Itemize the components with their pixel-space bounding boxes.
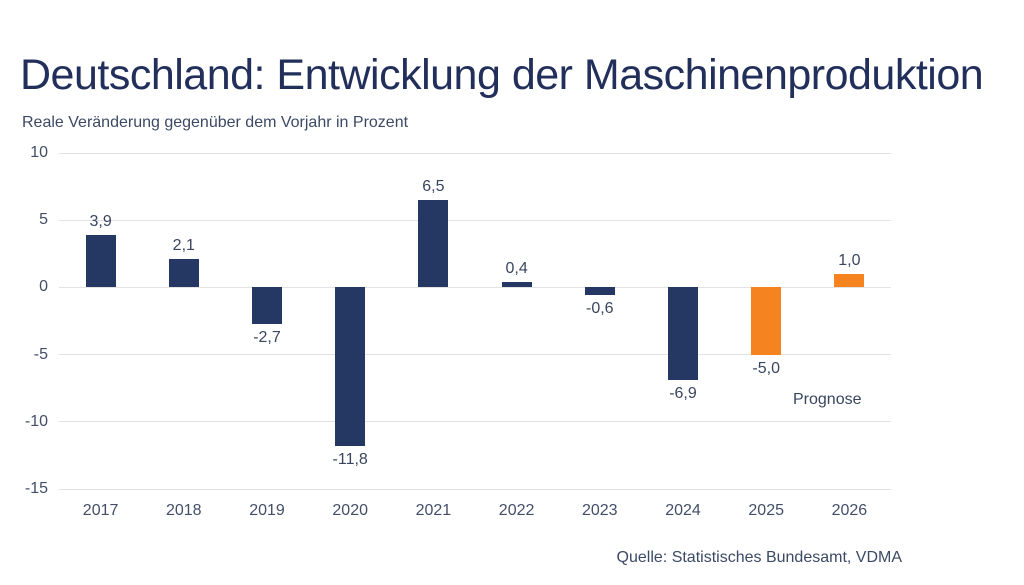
x-axis-tick-label: 2024 [665, 502, 701, 519]
source-note: Quelle: Statistisches Bundesamt, VDMA [616, 549, 902, 566]
y-axis-tick-label: -10 [24, 412, 48, 430]
gridline [59, 286, 891, 288]
gridline [59, 152, 891, 154]
gridline [59, 421, 891, 423]
bar-value-label: 6,5 [422, 178, 445, 196]
y-axis-tick-label: 0 [39, 278, 48, 296]
y-axis-tick-label: -15 [24, 480, 48, 497]
bar-2019 [252, 287, 282, 324]
x-axis-tick-label: 2021 [415, 502, 452, 519]
bar-2020 [335, 287, 366, 446]
bar-value-label: -2,7 [253, 328, 281, 346]
gridline [59, 488, 891, 490]
bar-2021 [418, 200, 449, 288]
x-axis-tick-label: 2018 [165, 502, 202, 519]
x-axis-tick-label: 2023 [581, 502, 618, 519]
x-axis-tick-label: 2020 [332, 502, 368, 519]
bar-2025 [751, 287, 782, 355]
page-title: Deutschland: Entwicklung der Maschinenpr… [20, 50, 984, 99]
bar-2026 [834, 273, 865, 288]
x-axis-tick-label: 2019 [249, 502, 285, 519]
bar-2018 [168, 259, 199, 288]
bar-value-label: 3,9 [89, 212, 112, 230]
y-axis-tick-label: 10 [30, 144, 48, 161]
gridline [59, 219, 891, 221]
bar-2022 [501, 282, 532, 288]
y-axis-tick-label: 5 [39, 211, 48, 229]
bar-2017 [85, 234, 116, 288]
gridline [59, 354, 891, 356]
bar-2023 [584, 287, 615, 296]
bar-value-label: 2,1 [172, 237, 195, 255]
bar-value-label: 0,4 [505, 260, 528, 278]
chart-subtitle: Reale Veränderung gegenüber dem Vorjahr … [22, 114, 409, 131]
x-axis-tick-label: 2025 [748, 502, 784, 519]
bar-value-label: -11,8 [332, 450, 368, 468]
bar-value-label: 1,0 [838, 251, 861, 269]
x-axis-tick-label: 2022 [498, 502, 535, 519]
forecast-annotation: Prognose [793, 391, 862, 408]
bar-value-label: -5,0 [752, 359, 780, 377]
x-axis-tick-label: 2017 [82, 502, 119, 519]
bar-2024 [668, 287, 698, 381]
x-axis-tick-label: 2026 [831, 502, 868, 519]
bar-value-label: -6,9 [669, 385, 697, 403]
bar-value-label: -0,6 [586, 300, 614, 318]
y-axis-tick-label: -5 [33, 345, 48, 363]
